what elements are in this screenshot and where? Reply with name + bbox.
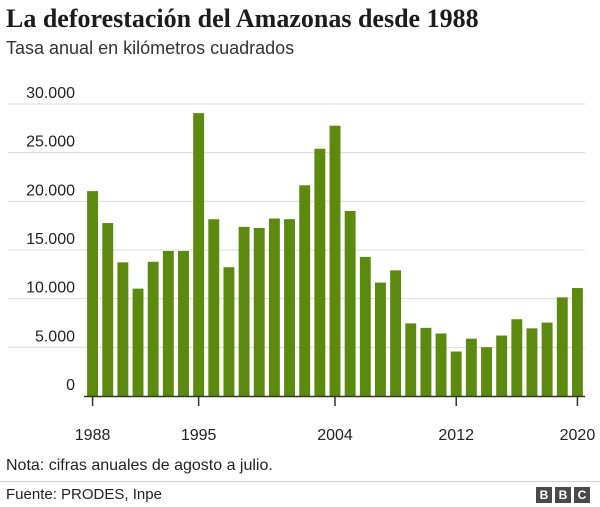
bar-2001 bbox=[284, 219, 295, 396]
bar-2014 bbox=[481, 347, 492, 396]
bar-2004 bbox=[329, 125, 341, 397]
bbc-logo-block: C bbox=[574, 487, 590, 503]
bar-1993 bbox=[162, 250, 174, 396]
axis-layer: 0 5.000 10.000 15.000 20.000 25.000 30.000 1988… bbox=[26, 85, 595, 444]
bar-2006 bbox=[359, 256, 371, 396]
footer-divider bbox=[0, 481, 600, 482]
y-tick-label: 10.000 bbox=[26, 280, 75, 297]
y-tick-label: 20.000 bbox=[26, 182, 75, 199]
y-tick-label: 15.000 bbox=[26, 231, 75, 248]
x-tick-label: 1988 bbox=[75, 427, 111, 444]
x-tick-label: 2012 bbox=[438, 427, 474, 444]
bbc-logo-block: B bbox=[536, 487, 552, 503]
bar-2018 bbox=[541, 322, 553, 396]
bar-2010 bbox=[420, 327, 432, 396]
chart-subtitle: Tasa anual en kilómetros cuadrados bbox=[6, 38, 295, 58]
bar-1996 bbox=[208, 219, 220, 396]
bar-2017 bbox=[526, 328, 538, 396]
bar-2019 bbox=[556, 297, 568, 396]
bar-1995 bbox=[193, 113, 205, 397]
x-tick-label: 2004 bbox=[317, 427, 353, 444]
chart-note: Nota: cifras anuales de agosto a julio. bbox=[6, 457, 273, 474]
bar-1994 bbox=[178, 250, 189, 396]
y-tick-label: 0 bbox=[66, 377, 75, 394]
bar-1990 bbox=[117, 262, 129, 396]
x-tick-label: 2020 bbox=[560, 427, 596, 444]
bbc-logo-block: B bbox=[555, 487, 571, 503]
bar-2016 bbox=[511, 319, 523, 396]
bar-2002 bbox=[299, 185, 311, 396]
bar-2005 bbox=[344, 210, 356, 396]
bars-layer bbox=[87, 113, 583, 397]
bar-2011 bbox=[435, 333, 447, 396]
source-credit: Fuente: PRODES, Inpe bbox=[6, 486, 162, 503]
bar-chart: 0 5.000 10.000 15.000 20.000 25.000 30.000 1988… bbox=[8, 85, 595, 444]
bar-2015 bbox=[496, 335, 508, 396]
bar-2000 bbox=[268, 218, 280, 396]
bar-2020 bbox=[571, 288, 583, 396]
x-tick-label: 1995 bbox=[181, 427, 217, 444]
bar-1992 bbox=[147, 261, 159, 396]
bar-1998 bbox=[238, 226, 250, 396]
bar-1991 bbox=[132, 288, 144, 396]
bar-2008 bbox=[390, 270, 402, 396]
y-tick-label: 5.000 bbox=[35, 328, 75, 345]
bar-2007 bbox=[375, 282, 386, 396]
chart-title: La deforestación del Amazonas desde 1988 bbox=[6, 4, 479, 33]
bar-1988 bbox=[87, 191, 99, 396]
bar-2013 bbox=[465, 338, 477, 396]
y-tick-label: 30.000 bbox=[26, 85, 75, 102]
bar-2009 bbox=[405, 323, 417, 396]
bar-2003 bbox=[314, 148, 326, 396]
y-tick-label: 25.000 bbox=[26, 134, 75, 151]
bar-1997 bbox=[223, 267, 235, 396]
bar-2012 bbox=[450, 351, 462, 396]
bar-1989 bbox=[102, 223, 114, 396]
bbc-logo: B B C bbox=[536, 487, 590, 503]
bar-1999 bbox=[253, 228, 265, 396]
